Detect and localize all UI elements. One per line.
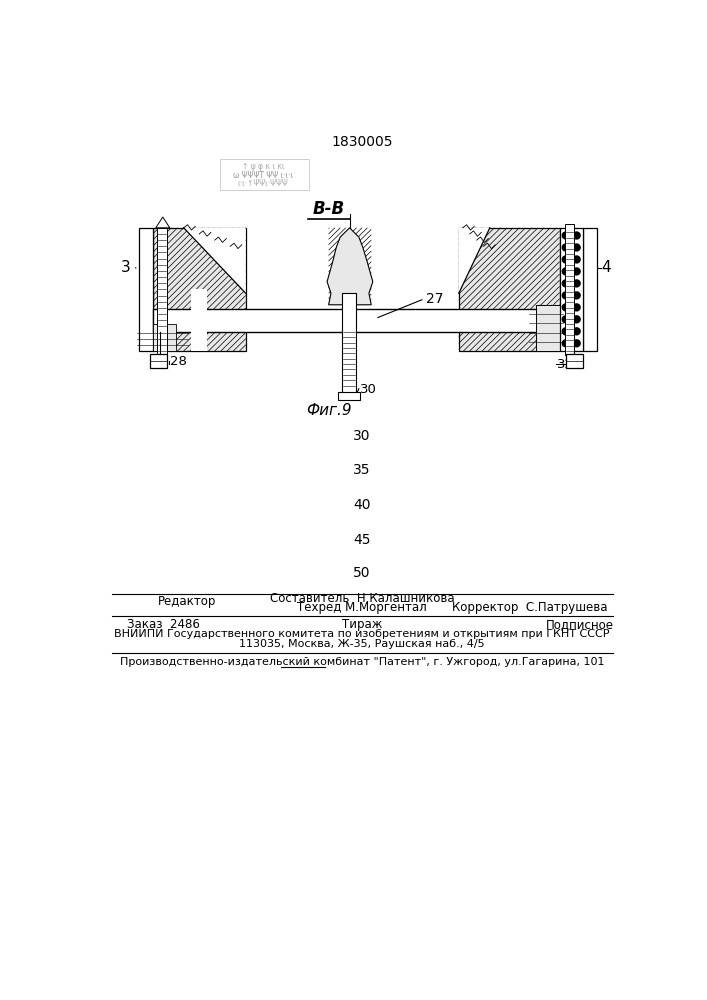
Circle shape xyxy=(573,304,580,311)
Circle shape xyxy=(562,280,569,287)
Text: Подписное: Подписное xyxy=(546,618,614,631)
Text: 30: 30 xyxy=(360,383,377,396)
Bar xyxy=(559,228,583,351)
Text: 3: 3 xyxy=(121,260,131,275)
Polygon shape xyxy=(459,228,559,351)
Text: 30: 30 xyxy=(354,429,370,443)
Bar xyxy=(220,159,309,190)
Polygon shape xyxy=(459,228,490,293)
Bar xyxy=(151,354,168,368)
Circle shape xyxy=(562,292,569,299)
Text: Редактор: Редактор xyxy=(158,595,216,608)
Text: 40: 40 xyxy=(354,498,370,512)
Circle shape xyxy=(573,256,580,263)
Text: Корректор  С.Патрушева: Корректор С.Патрушева xyxy=(452,601,608,614)
Circle shape xyxy=(562,244,569,251)
Circle shape xyxy=(573,316,580,323)
Text: 50: 50 xyxy=(354,566,370,580)
Circle shape xyxy=(573,292,580,299)
Text: Составитель  Н.Калашникова: Составитель Н.Калашникова xyxy=(269,592,455,605)
Text: 113035, Москва, Ж-35, Раушская наб., 4/5: 113035, Москва, Ж-35, Раушская наб., 4/5 xyxy=(239,639,485,649)
Text: Техред М.Моргентал: Техред М.Моргентал xyxy=(297,601,427,614)
Circle shape xyxy=(562,304,569,311)
Text: 4: 4 xyxy=(602,260,611,275)
Text: Фиг.9: Фиг.9 xyxy=(306,403,351,418)
Bar xyxy=(192,289,207,351)
Text: Тираж: Тираж xyxy=(341,618,382,631)
Circle shape xyxy=(562,328,569,335)
Text: 1830005: 1830005 xyxy=(331,135,392,149)
Text: Заказ  2486: Заказ 2486 xyxy=(127,618,200,631)
Bar xyxy=(158,228,167,355)
Bar xyxy=(341,293,356,393)
Bar xyxy=(566,354,583,368)
Polygon shape xyxy=(153,228,246,351)
Polygon shape xyxy=(156,217,170,228)
Text: Производственно-издательский комбинат "Патент", г. Ужгород, ул.Гагарина, 101: Производственно-издательский комбинат "П… xyxy=(119,657,604,667)
Text: 32: 32 xyxy=(557,358,574,371)
Text: ↑ ψ φ κ ι κι: ↑ ψ φ κ ι κι xyxy=(242,162,284,171)
Text: 35: 35 xyxy=(354,463,370,477)
Polygon shape xyxy=(327,228,373,305)
Text: 45: 45 xyxy=(354,533,370,547)
Polygon shape xyxy=(184,228,246,293)
Circle shape xyxy=(562,268,569,275)
Bar xyxy=(537,305,559,351)
Circle shape xyxy=(573,280,580,287)
Circle shape xyxy=(562,256,569,263)
Circle shape xyxy=(573,244,580,251)
Circle shape xyxy=(573,232,580,239)
Bar xyxy=(565,224,574,355)
Text: ω ΨΨΨΤ ΨΨ ι·ι·ι: ω ΨΨΨΤ ΨΨ ι·ι·ι xyxy=(233,171,293,180)
Bar xyxy=(153,324,176,351)
Text: ВНИИПИ Государственного комитета по изобретениям и открытиям при ГКНТ СССР: ВНИИПИ Государственного комитета по изоб… xyxy=(115,629,609,639)
Bar xyxy=(153,309,569,332)
Circle shape xyxy=(573,340,580,347)
Bar xyxy=(338,392,360,400)
Circle shape xyxy=(573,328,580,335)
Bar xyxy=(139,228,153,351)
Circle shape xyxy=(562,340,569,347)
Circle shape xyxy=(562,316,569,323)
Text: В-В: В-В xyxy=(312,200,345,218)
Circle shape xyxy=(573,268,580,275)
Text: 28: 28 xyxy=(170,355,187,368)
Circle shape xyxy=(562,232,569,239)
Text: ι·ι·↑ΨΨι·ΨΨΨ: ι·ι·↑ΨΨι·ΨΨΨ xyxy=(238,179,288,188)
Bar xyxy=(583,228,597,351)
Text: 27: 27 xyxy=(426,292,443,306)
